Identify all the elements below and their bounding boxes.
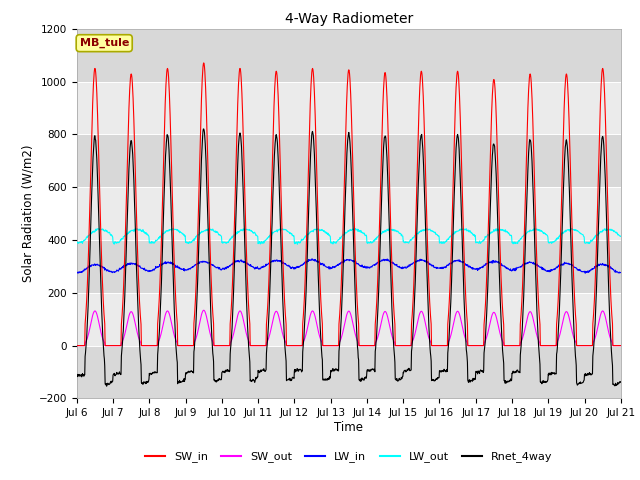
Bar: [77, 29, 621, 82]
Bar: [77, 293, 621, 346]
Y-axis label: Solar Radiation (W/m2): Solar Radiation (W/m2): [22, 145, 35, 282]
Bar: [77, 134, 621, 187]
Title: 4-Way Radiometer: 4-Way Radiometer: [285, 12, 413, 26]
Text: MB_tule: MB_tule: [79, 38, 129, 48]
Legend: SW_in, SW_out, LW_in, LW_out, Rnet_4way: SW_in, SW_out, LW_in, LW_out, Rnet_4way: [141, 447, 557, 467]
Bar: [77, 240, 621, 293]
Bar: [77, 82, 621, 134]
Bar: [77, 187, 621, 240]
X-axis label: Time: Time: [334, 421, 364, 434]
Bar: [77, 346, 621, 398]
